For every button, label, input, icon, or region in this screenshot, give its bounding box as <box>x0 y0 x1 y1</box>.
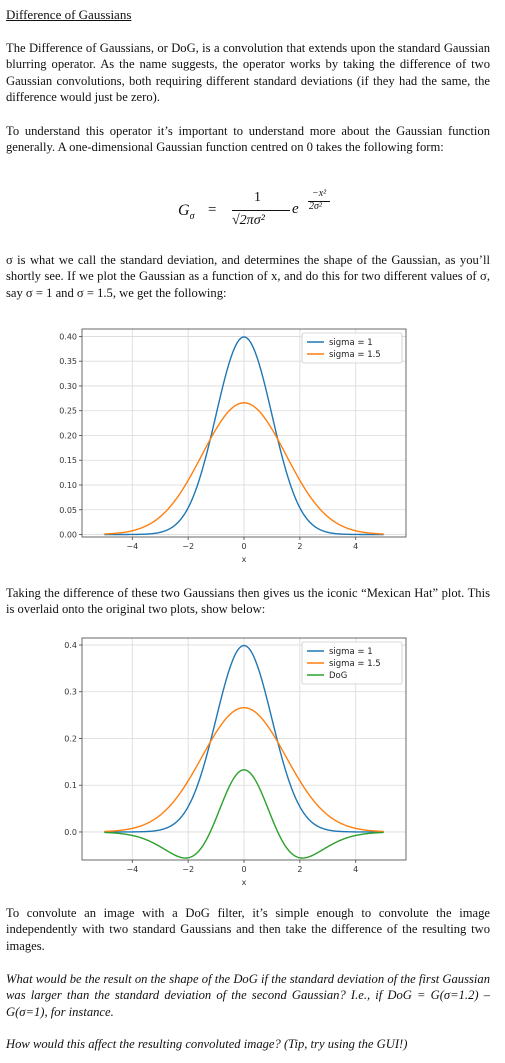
y-tick-label: 0.40 <box>59 332 77 341</box>
y-tick-label: 0.4 <box>64 641 77 650</box>
chart-legend: sigma = 1 sigma = 1.5 <box>301 332 403 364</box>
y-tick-label: 0.1 <box>64 781 77 790</box>
series-line-1 <box>104 644 384 833</box>
x-tick-label: −4 <box>126 542 138 551</box>
x-tick-label: 2 <box>297 542 302 551</box>
x-tick-label: 0 <box>241 865 246 874</box>
legend-label: sigma = 1.5 <box>329 350 381 360</box>
series-line-2 <box>104 706 384 833</box>
legend-label: sigma = 1.5 <box>329 659 381 669</box>
page-title: Difference of Gaussians <box>6 7 132 22</box>
y-tick-label: 0.2 <box>64 734 77 743</box>
gaussian-chart: −4 −2 0 2 4 0.00 0.05 0.10 0.15 0.20 0.25 0.30 0.35 0… <box>59 328 407 564</box>
series-line-1 <box>104 336 384 536</box>
legend-label: DoG <box>329 671 347 681</box>
question-gui-paragraph: How would this affect the resulting conv… <box>6 1037 408 1051</box>
x-tick-label: 2 <box>297 865 302 874</box>
y-tick-label: 0.15 <box>59 456 77 465</box>
formula-exp-denominator: 2σ² <box>309 201 322 212</box>
convolution-paragraph: To convolute an image with a DoG filter,… <box>6 906 490 953</box>
x-axis-label: x <box>242 555 247 564</box>
legend-label: sigma = 1 <box>329 338 373 348</box>
mexican-hat-paragraph: Taking the difference of these two Gauss… <box>6 586 490 617</box>
x-axis-label: x <box>242 878 247 887</box>
y-tick-label: 0.25 <box>59 407 77 416</box>
x-tick-label: −4 <box>126 865 138 874</box>
question-paragraph: What would be the result on the shape of… <box>6 972 490 1019</box>
gaussian-formula: Gσ = 1 √2πσ² e −x² 2σ² <box>170 188 360 246</box>
sigma-paragraph: σ is what we call the standard deviation… <box>6 253 490 300</box>
y-tick-label: 0.3 <box>64 688 77 697</box>
y-tick-label: 0.0 <box>64 828 77 837</box>
formula-equals: = <box>208 202 217 218</box>
x-tick-label: 0 <box>241 542 246 551</box>
formula-exp-bar <box>308 201 330 202</box>
series-line-3 <box>104 769 384 859</box>
formula-base: e <box>292 201 299 217</box>
series-line-2 <box>104 402 384 535</box>
y-tick-label: 0.00 <box>59 531 77 540</box>
y-tick-label: 0.10 <box>59 481 77 490</box>
legend-label: sigma = 1 <box>329 647 373 657</box>
formula-numerator: 1 <box>254 190 261 205</box>
gaussian-intro-paragraph: To understand this operator it’s importa… <box>6 124 490 155</box>
x-tick-label: 4 <box>353 865 358 874</box>
chart-legend: sigma = 1 sigma = 1.5 DoG <box>301 641 403 685</box>
formula-exp-numerator: −x² <box>312 188 327 199</box>
y-tick-label: 0.05 <box>59 506 77 515</box>
legend-box <box>301 332 403 364</box>
x-tick-label: 4 <box>353 542 358 551</box>
y-tick-label: 0.30 <box>59 382 77 391</box>
formula-denominator: √2πσ² <box>232 213 265 228</box>
x-tick-label: −2 <box>182 865 194 874</box>
intro-paragraph: The Difference of Gaussians, or DoG, is … <box>6 41 490 105</box>
formula-lhs: Gσ <box>178 202 195 223</box>
x-tick-label: −2 <box>182 542 194 551</box>
legend-box <box>301 641 403 685</box>
y-tick-label: 0.35 <box>59 357 77 366</box>
formula-fraction-bar <box>232 210 290 211</box>
y-tick-label: 0.20 <box>59 431 77 440</box>
